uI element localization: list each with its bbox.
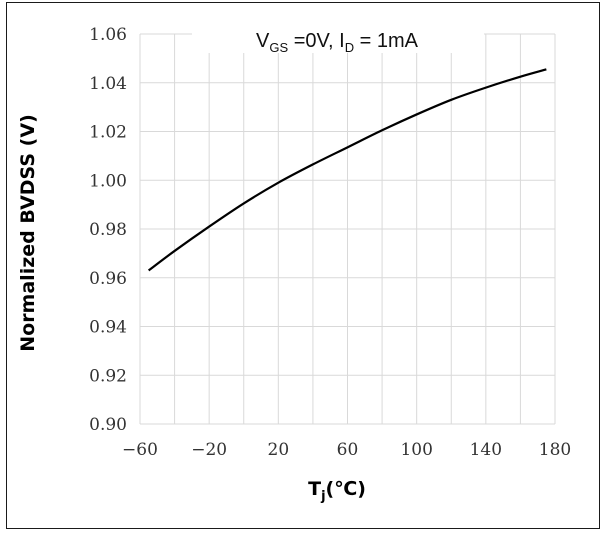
x-tick-label: 140: [470, 440, 502, 460]
x-tick-label: 20: [268, 440, 290, 460]
series-line: [147, 68, 547, 272]
chart-frame: VGS =0V, ID = 1mA 0.90 0.92 0.94 0.96 0.98 1.…: [6, 2, 600, 529]
y-tick-label: 1.00: [89, 171, 127, 191]
y-tick-labels: 0.90 0.92 0.94 0.96 0.98 1.00 1.02 1.04 1.06: [89, 25, 127, 435]
chart-annotation: VGS =0V, ID = 1mA: [256, 30, 419, 55]
bvdss-chart: VGS =0V, ID = 1mA 0.90 0.92 0.94 0.96 0.98 1.…: [17, 13, 571, 504]
y-tick-label: 1.06: [89, 25, 127, 45]
y-tick-label: 1.04: [89, 74, 127, 94]
y-tick-label: 0.90: [89, 415, 127, 435]
y-tick-label: 1.02: [89, 123, 127, 143]
y-tick-label: 0.94: [89, 318, 127, 338]
y-tick-label: 0.98: [89, 220, 127, 240]
x-tick-label: 100: [400, 440, 432, 460]
x-tick-labels: −60 −20 20 60 100 140 180: [122, 440, 571, 460]
annotation-background: [192, 13, 484, 53]
y-tick-label: 0.96: [89, 269, 127, 289]
x-tick-label: 180: [539, 440, 571, 460]
y-tick-label: 0.92: [89, 366, 127, 386]
x-axis-label: Tj(℃): [308, 478, 366, 504]
x-tick-label: −20: [191, 440, 227, 460]
x-tick-label: 60: [337, 440, 359, 460]
y-axis-label: Normalized BVDSS (V): [17, 114, 39, 352]
x-tick-label: −60: [122, 440, 158, 460]
